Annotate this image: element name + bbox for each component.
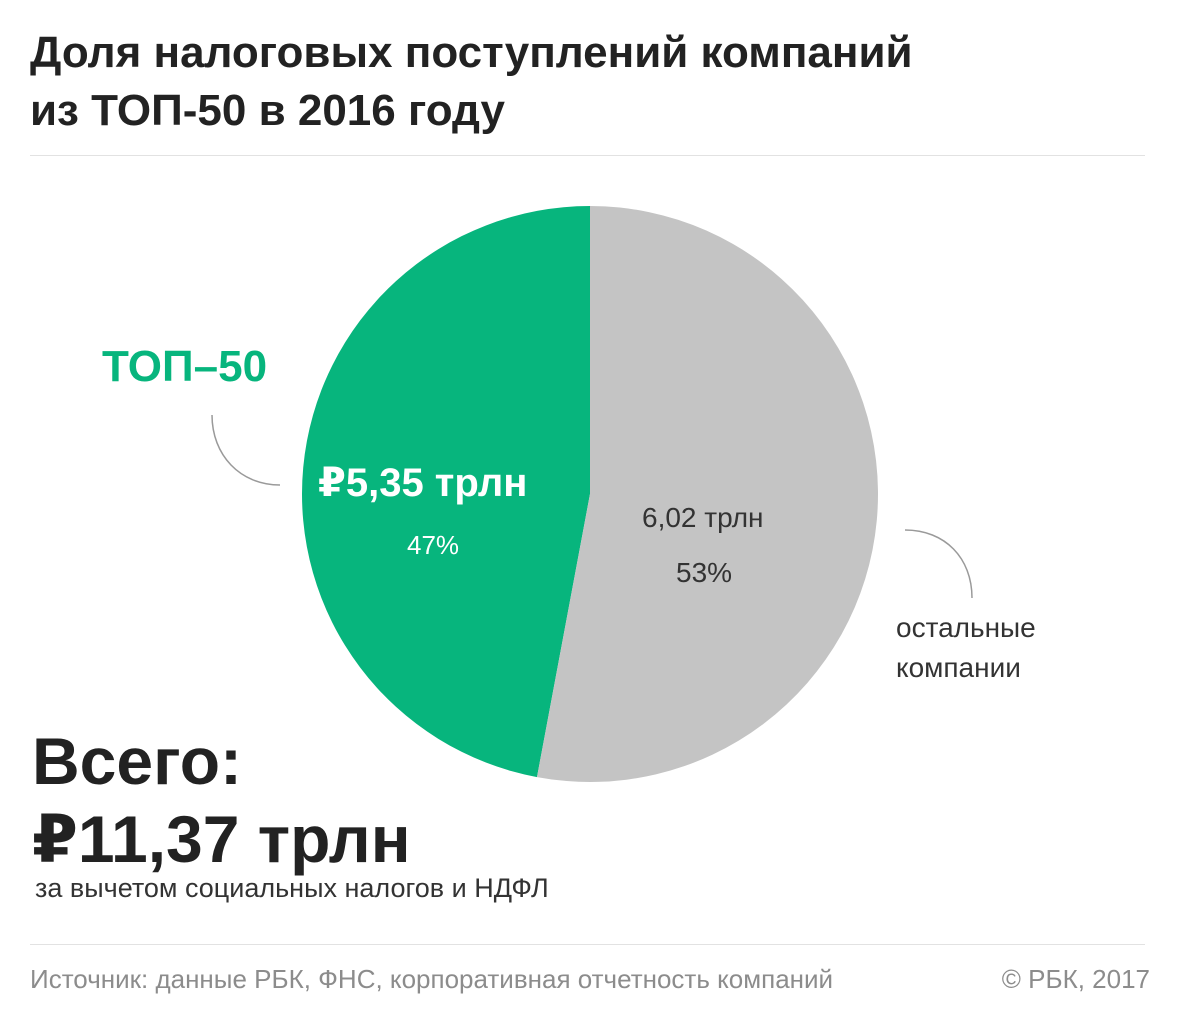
- total-value: ₽11,37 трлн: [32, 802, 411, 876]
- legend-label-rest: остальные компании: [896, 608, 1036, 688]
- data-label-top50-value: ₽5,35 трлн: [318, 461, 528, 505]
- chart-title-line1: Доля налоговых поступлений компаний: [30, 28, 913, 77]
- data-label-rest-percent: 53%: [676, 557, 733, 588]
- copyright: © РБК, 2017: [1001, 964, 1150, 994]
- total-note: за вычетом социальных налогов и НДФЛ: [35, 873, 549, 903]
- pie-slice-rest: [536, 206, 878, 783]
- legend-label-top50: ТОП–50: [102, 342, 268, 391]
- data-label-rest-value: 6,02 трлн: [642, 502, 764, 533]
- legend-label-rest-line1: остальные: [896, 612, 1036, 643]
- data-label-top50-percent: 47%: [407, 530, 460, 560]
- bottom-divider: [30, 944, 1145, 945]
- chart-title: Доля налоговых поступлений компаний из Т…: [30, 24, 1130, 140]
- pie-slice-top50: [301, 206, 590, 778]
- leader-line-top50: [211, 414, 281, 486]
- total-block: Всего: ₽11,37 трлн: [32, 722, 411, 878]
- source-note: Источник: данные РБК, ФНС, корпоративная…: [30, 964, 834, 994]
- legend-label-rest-line2: компании: [896, 652, 1021, 683]
- leader-line-rest: [904, 529, 973, 599]
- total-label: Всего:: [32, 724, 242, 798]
- top-divider: [30, 155, 1145, 156]
- chart-title-line2: из ТОП-50 в 2016 году: [30, 86, 505, 135]
